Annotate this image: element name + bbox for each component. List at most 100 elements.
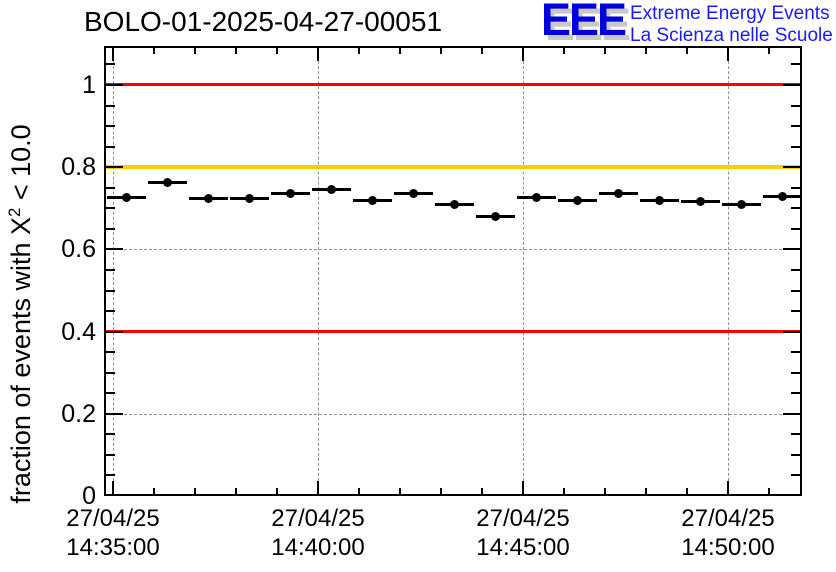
x-axis-tick-top	[112, 46, 114, 61]
y-axis-tick-right	[791, 310, 802, 313]
gridline-vertical	[113, 46, 114, 496]
x-axis-tick	[276, 488, 278, 496]
data-point-marker	[409, 188, 419, 198]
x-axis-tick	[604, 488, 606, 496]
x-tick-time: 14:45:00	[476, 534, 570, 561]
x-axis-tick	[686, 488, 688, 496]
eee-logo-line2: La Scienza nelle Scuole	[630, 25, 833, 46]
data-point-marker	[532, 192, 542, 202]
y-axis-tick-right	[791, 289, 802, 292]
x-axis-tick-top	[235, 46, 237, 54]
gridline-horizontal	[104, 249, 802, 251]
data-point-marker	[368, 196, 378, 206]
x-axis-tick-top	[563, 46, 565, 54]
reference-line	[104, 165, 802, 170]
y-axis-tick-right	[783, 166, 802, 169]
x-axis-tick	[727, 481, 729, 496]
y-axis-tick	[104, 186, 115, 189]
x-tick-time: 14:35:00	[66, 534, 160, 561]
x-axis-tick-top	[153, 46, 155, 54]
y-axis-tick-right	[791, 371, 802, 374]
y-axis-tick	[104, 166, 123, 169]
x-tick-date: 27/04/25	[681, 505, 775, 532]
y-tick-label: 1	[82, 71, 96, 100]
x-axis-tick	[112, 481, 114, 496]
x-axis-tick	[440, 488, 442, 496]
x-tick-time: 14:40:00	[271, 534, 365, 561]
y-axis-tick	[104, 371, 115, 374]
y-axis-tick-right	[783, 248, 802, 251]
y-axis-tick-right	[791, 227, 802, 230]
y-axis-tick	[104, 330, 123, 333]
x-axis-tick	[645, 488, 647, 496]
y-axis-tick-right	[791, 207, 802, 210]
x-axis-tick-top	[768, 46, 770, 54]
y-axis-tick	[104, 433, 115, 436]
y-axis-tick	[104, 310, 115, 313]
x-axis-tick	[563, 488, 565, 496]
x-axis-tick	[317, 481, 319, 496]
x-axis-tick-top	[276, 46, 278, 54]
data-point-marker	[286, 188, 296, 198]
y-axis-tick	[104, 268, 115, 271]
data-point-marker	[491, 212, 501, 222]
y-axis-tick-right	[791, 351, 802, 354]
reference-line	[104, 83, 802, 87]
y-axis-tick	[104, 412, 123, 415]
data-point-marker	[696, 196, 706, 206]
eee-logo-line1: Extreme Energy Events	[630, 3, 830, 24]
y-axis-tick	[104, 453, 115, 456]
eee-logo-acronym: EEE	[541, 0, 627, 45]
data-point-marker	[245, 194, 255, 204]
x-tick-time: 14:50:00	[681, 534, 775, 561]
gridline-vertical	[318, 46, 319, 496]
x-tick-date: 27/04/25	[476, 505, 570, 532]
y-axis-tick	[104, 125, 115, 128]
x-axis-tick	[768, 488, 770, 496]
y-axis-tick	[104, 289, 115, 292]
y-axis-tick-right	[791, 63, 802, 66]
x-tick-label: 27/04/25 14:35:00	[28, 504, 198, 562]
x-axis-tick-top	[317, 46, 319, 61]
y-axis-tick-right	[791, 433, 802, 436]
y-axis-tick-right	[791, 453, 802, 456]
x-axis-tick-top	[727, 46, 729, 61]
x-tick-date: 27/04/25	[271, 505, 365, 532]
plot-title: BOLO-01-2025-04-27-00051	[84, 6, 443, 37]
gridline-vertical	[728, 46, 729, 496]
x-axis-tick-top	[399, 46, 401, 54]
plot-frame-border	[104, 46, 802, 496]
y-axis-tick-right	[791, 474, 802, 477]
y-axis-tick	[104, 104, 115, 107]
x-axis-tick-top	[358, 46, 360, 54]
y-axis-tick	[104, 207, 115, 210]
y-axis-tick-right	[783, 412, 802, 415]
x-axis-tick	[153, 488, 155, 496]
x-axis-tick	[399, 488, 401, 496]
plot-area	[104, 46, 803, 496]
x-axis-tick	[481, 488, 483, 496]
x-axis-tick-top	[481, 46, 483, 54]
y-tick-label: 0	[82, 482, 96, 510]
eee-logo-text: Extreme Energy Events La Scienza nelle S…	[630, 3, 833, 47]
data-point-marker	[573, 196, 583, 206]
gridline-vertical	[523, 46, 524, 496]
reference-line	[104, 329, 802, 333]
x-axis-tick-top	[440, 46, 442, 54]
data-point-marker	[450, 199, 460, 209]
y-axis-tick	[104, 474, 115, 477]
y-axis-tick	[104, 351, 115, 354]
y-axis-tick-right	[791, 145, 802, 148]
x-axis-tick-top	[686, 46, 688, 54]
data-point-marker	[655, 196, 665, 206]
x-axis-tick	[522, 481, 524, 496]
x-axis-tick-top	[604, 46, 606, 54]
x-tick-label: 27/04/25 14:50:00	[643, 504, 813, 562]
y-axis-tick	[104, 84, 123, 87]
y-axis-tick-right	[791, 186, 802, 189]
y-axis-tick-right	[791, 125, 802, 128]
y-axis-tick-right	[791, 268, 802, 271]
x-axis-tick-top	[645, 46, 647, 54]
x-tick-date: 27/04/25	[66, 505, 160, 532]
